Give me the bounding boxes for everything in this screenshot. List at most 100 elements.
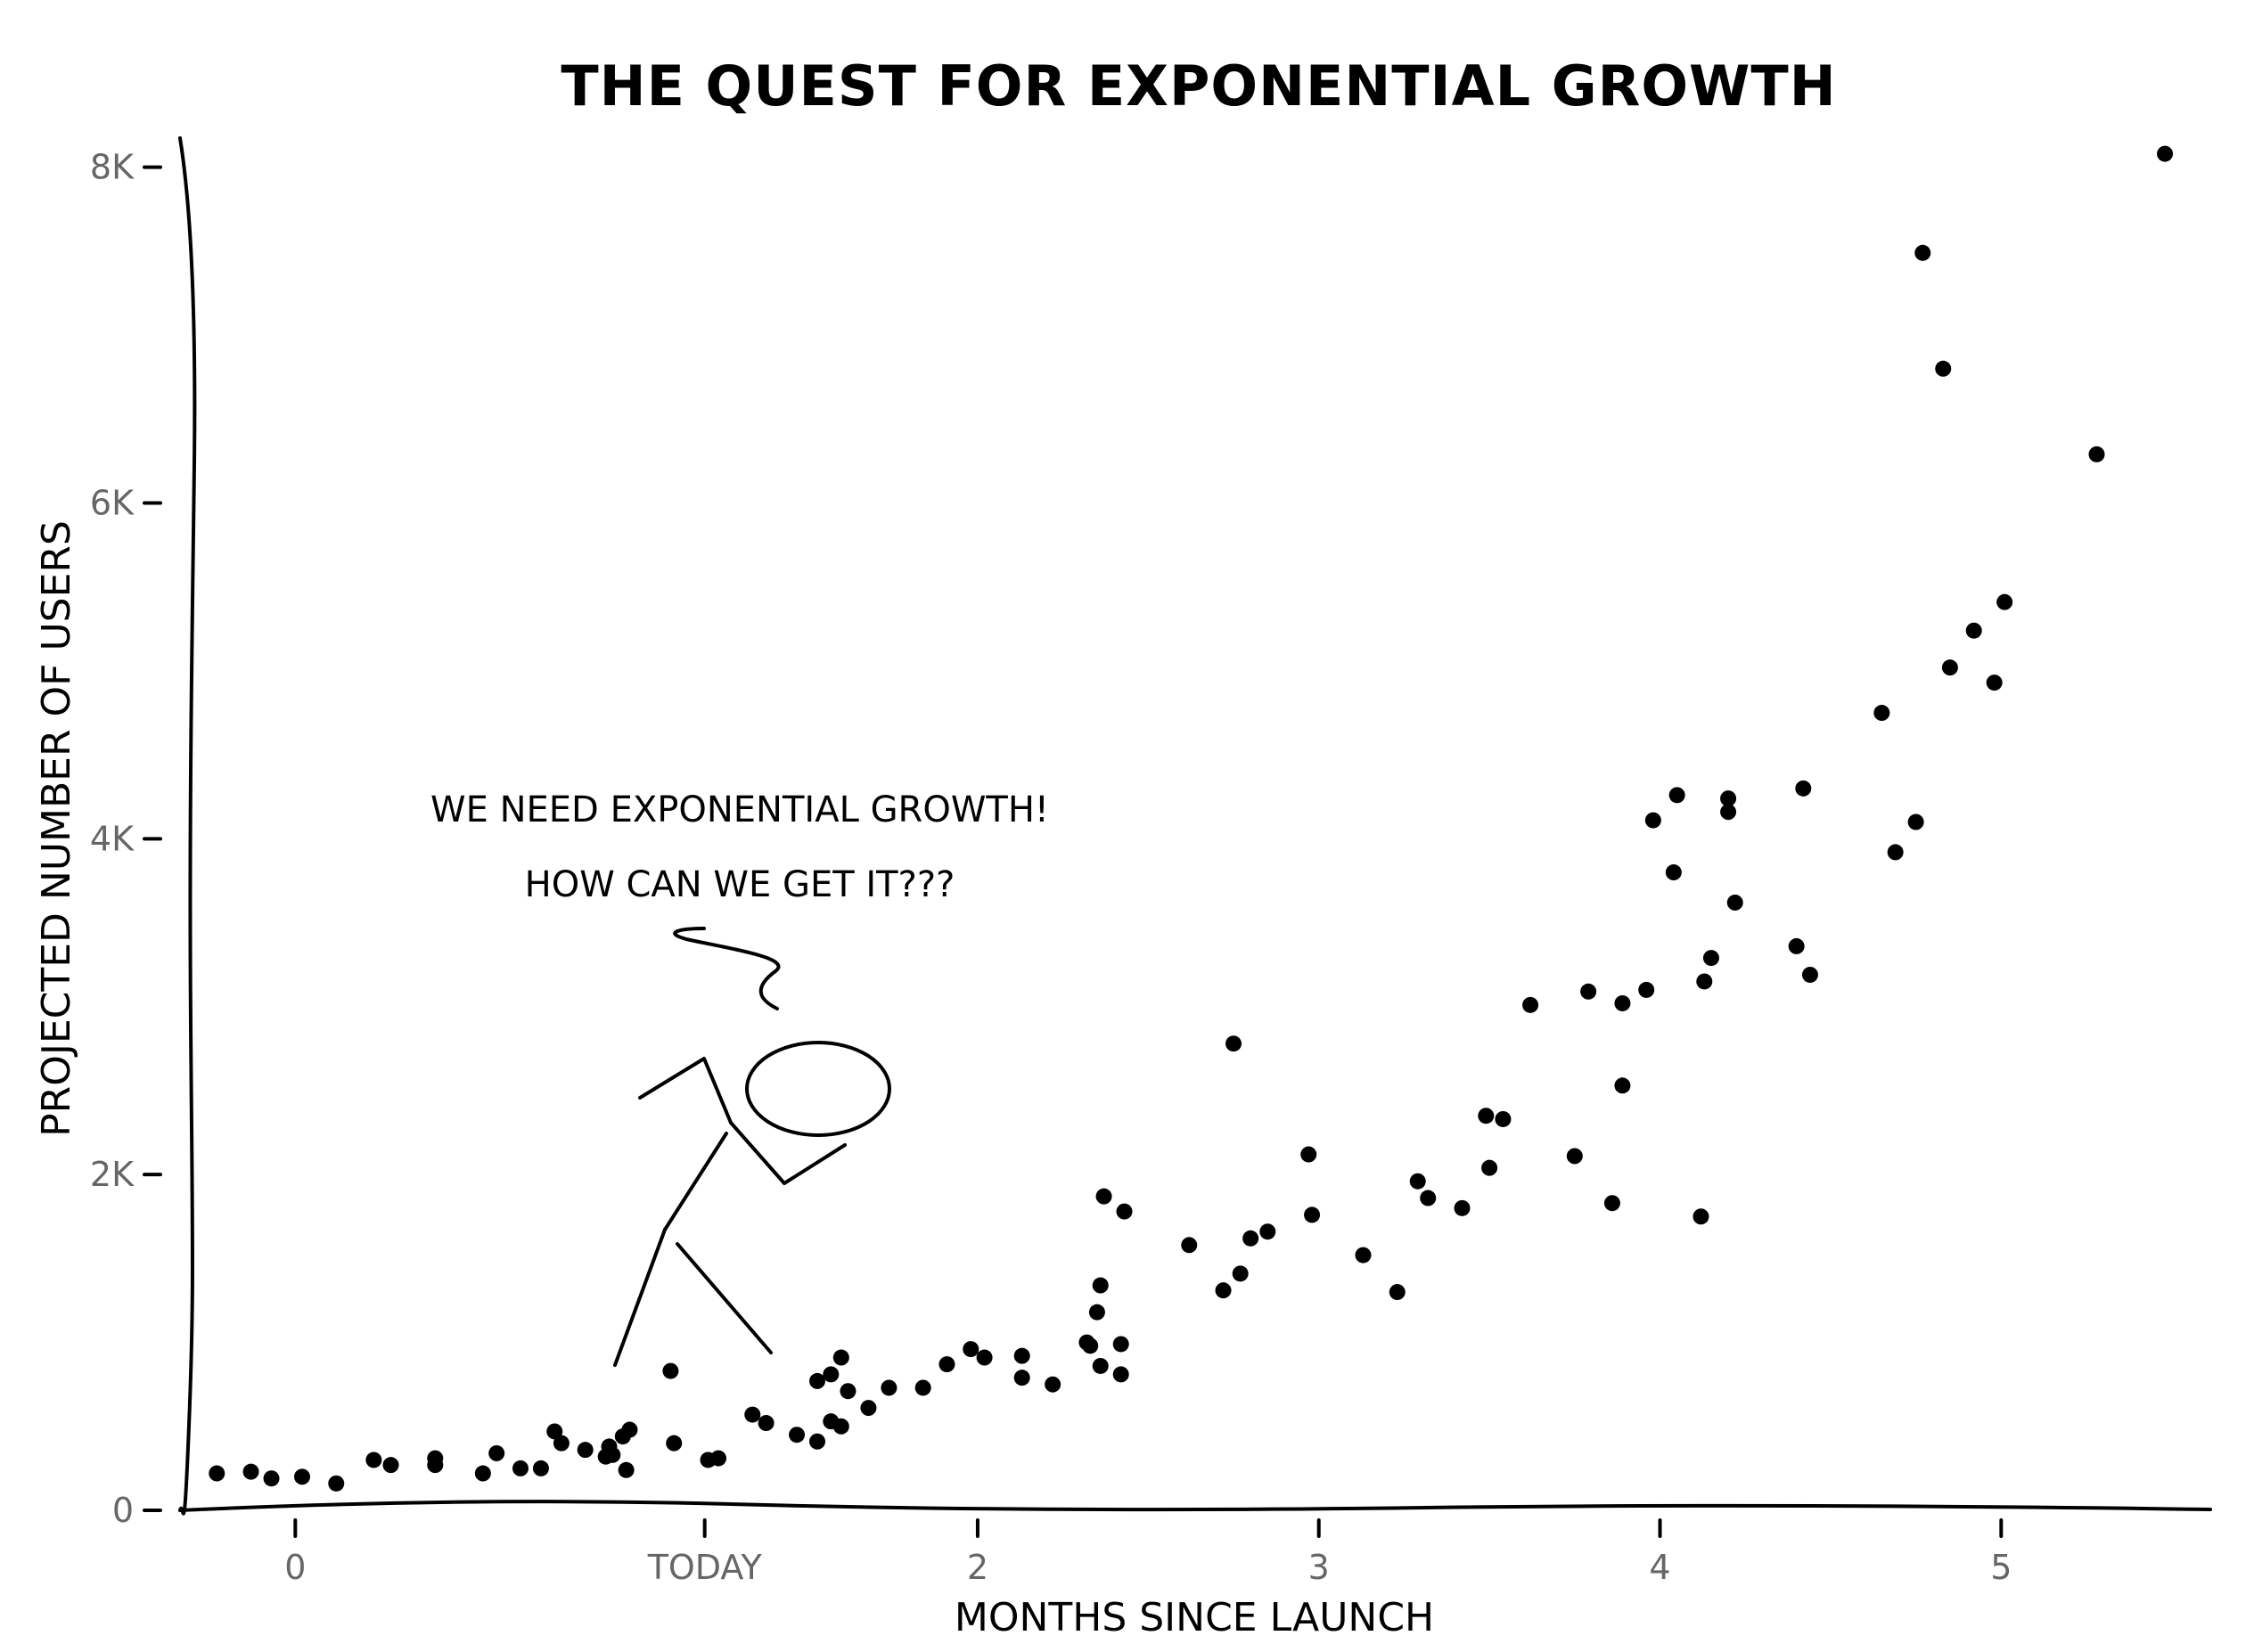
data-point: [1181, 1237, 1198, 1254]
data-point: [832, 1418, 849, 1435]
x-axis-title: MONTHS SINCE LAUNCH: [955, 1595, 1434, 1640]
data-point: [1702, 950, 1719, 967]
data-point: [809, 1372, 826, 1389]
x-ticks: 0 TODAY 2 3 4 5: [284, 1518, 2012, 1587]
data-point: [2157, 145, 2174, 162]
data-point: [1720, 804, 1737, 821]
data-point: [1644, 812, 1661, 829]
data-point: [1082, 1337, 1099, 1354]
data-point: [1116, 1203, 1133, 1220]
data-point: [1092, 1277, 1109, 1294]
data-point: [604, 1446, 621, 1463]
y-ticks: 0 2K 4K 6K 8K: [90, 148, 162, 1530]
data-point: [963, 1341, 979, 1358]
data-point: [1112, 1336, 1129, 1353]
x-tick-label: 0: [284, 1548, 306, 1587]
x-tick-label: 5: [1990, 1548, 2012, 1587]
data-point: [2088, 446, 2105, 462]
data-point: [1638, 981, 1655, 998]
y-tick-label: 6K: [90, 484, 135, 523]
speech-line-2: HOW CAN WE GET IT???: [525, 864, 955, 905]
data-point: [1941, 659, 1958, 676]
data-point: [976, 1349, 993, 1366]
figure-body: [663, 1132, 728, 1231]
y-tick-label: 8K: [90, 148, 135, 187]
data-point: [1215, 1282, 1232, 1299]
data-point: [1907, 814, 1924, 830]
data-point: [1481, 1159, 1498, 1176]
data-point: [1112, 1366, 1129, 1383]
data-point: [1614, 994, 1631, 1011]
chart-title: THE QUEST FOR EXPONENTIAL GROWTH: [561, 53, 1836, 119]
data-point: [1092, 1357, 1109, 1374]
y-axis-title: PROJECTED NUMBER OF USERS: [34, 520, 79, 1137]
data-point: [242, 1463, 259, 1480]
data-point: [382, 1457, 399, 1474]
data-point: [1603, 1195, 1620, 1212]
x-tick-label: 3: [1308, 1548, 1330, 1587]
axes: [178, 136, 2212, 1516]
data-point: [621, 1421, 638, 1438]
data-point: [1088, 1304, 1105, 1321]
data-point: [881, 1379, 898, 1396]
data-point: [1986, 675, 2003, 691]
x-tick-label: 4: [1649, 1548, 1670, 1587]
data-point: [1795, 780, 1812, 797]
data-point: [1887, 844, 1904, 861]
data-point: [1965, 622, 1982, 639]
figure-leg-right: [676, 1242, 773, 1354]
data-point: [1788, 937, 1805, 954]
data-point: [1693, 1208, 1709, 1225]
x-tick-label: TODAY: [647, 1548, 763, 1587]
data-point: [1935, 360, 1952, 377]
data-points: [209, 145, 2174, 1492]
data-point: [546, 1423, 563, 1440]
data-point: [1454, 1199, 1471, 1216]
data-point: [1996, 593, 2013, 610]
data-point: [1726, 894, 1743, 911]
data-point: [1225, 1035, 1242, 1052]
data-point: [1389, 1284, 1406, 1301]
data-point: [809, 1433, 826, 1450]
data-point: [488, 1444, 505, 1461]
data-point: [1242, 1230, 1259, 1247]
data-point: [832, 1349, 849, 1366]
data-point: [823, 1366, 840, 1383]
data-point: [709, 1450, 726, 1467]
data-point: [1478, 1108, 1495, 1125]
data-point: [860, 1400, 877, 1417]
data-point: [553, 1435, 570, 1452]
data-point: [1095, 1188, 1112, 1205]
y-tick-label: 2K: [90, 1155, 135, 1194]
data-point: [1720, 790, 1737, 807]
data-point: [840, 1383, 857, 1400]
data-point: [1409, 1173, 1426, 1190]
data-point: [758, 1415, 775, 1432]
data-point: [1668, 787, 1685, 804]
data-point: [474, 1465, 491, 1482]
data-point: [1259, 1223, 1276, 1240]
data-point: [293, 1468, 310, 1485]
data-point: [1522, 996, 1539, 1013]
data-point: [365, 1452, 382, 1468]
data-point: [1013, 1347, 1030, 1364]
data-point: [1495, 1110, 1512, 1127]
data-point: [1232, 1265, 1249, 1282]
data-point: [328, 1475, 345, 1492]
data-point: [209, 1465, 225, 1482]
data-point: [938, 1356, 955, 1373]
y-tick-label: 0: [112, 1491, 134, 1530]
data-point: [1304, 1206, 1321, 1223]
data-point: [744, 1406, 761, 1423]
y-axis-line: [178, 136, 197, 1516]
speech-line-1: WE NEED EXPONENTIAL GROWTH!: [430, 789, 1049, 830]
data-point: [1013, 1370, 1030, 1386]
data-point: [1665, 864, 1682, 881]
data-point: [1355, 1247, 1372, 1264]
data-point: [1873, 705, 1890, 722]
data-point: [427, 1457, 444, 1474]
data-point: [1420, 1190, 1437, 1206]
data-point: [662, 1362, 679, 1379]
figure-arm-right: [729, 1121, 847, 1185]
data-point: [1614, 1077, 1631, 1094]
